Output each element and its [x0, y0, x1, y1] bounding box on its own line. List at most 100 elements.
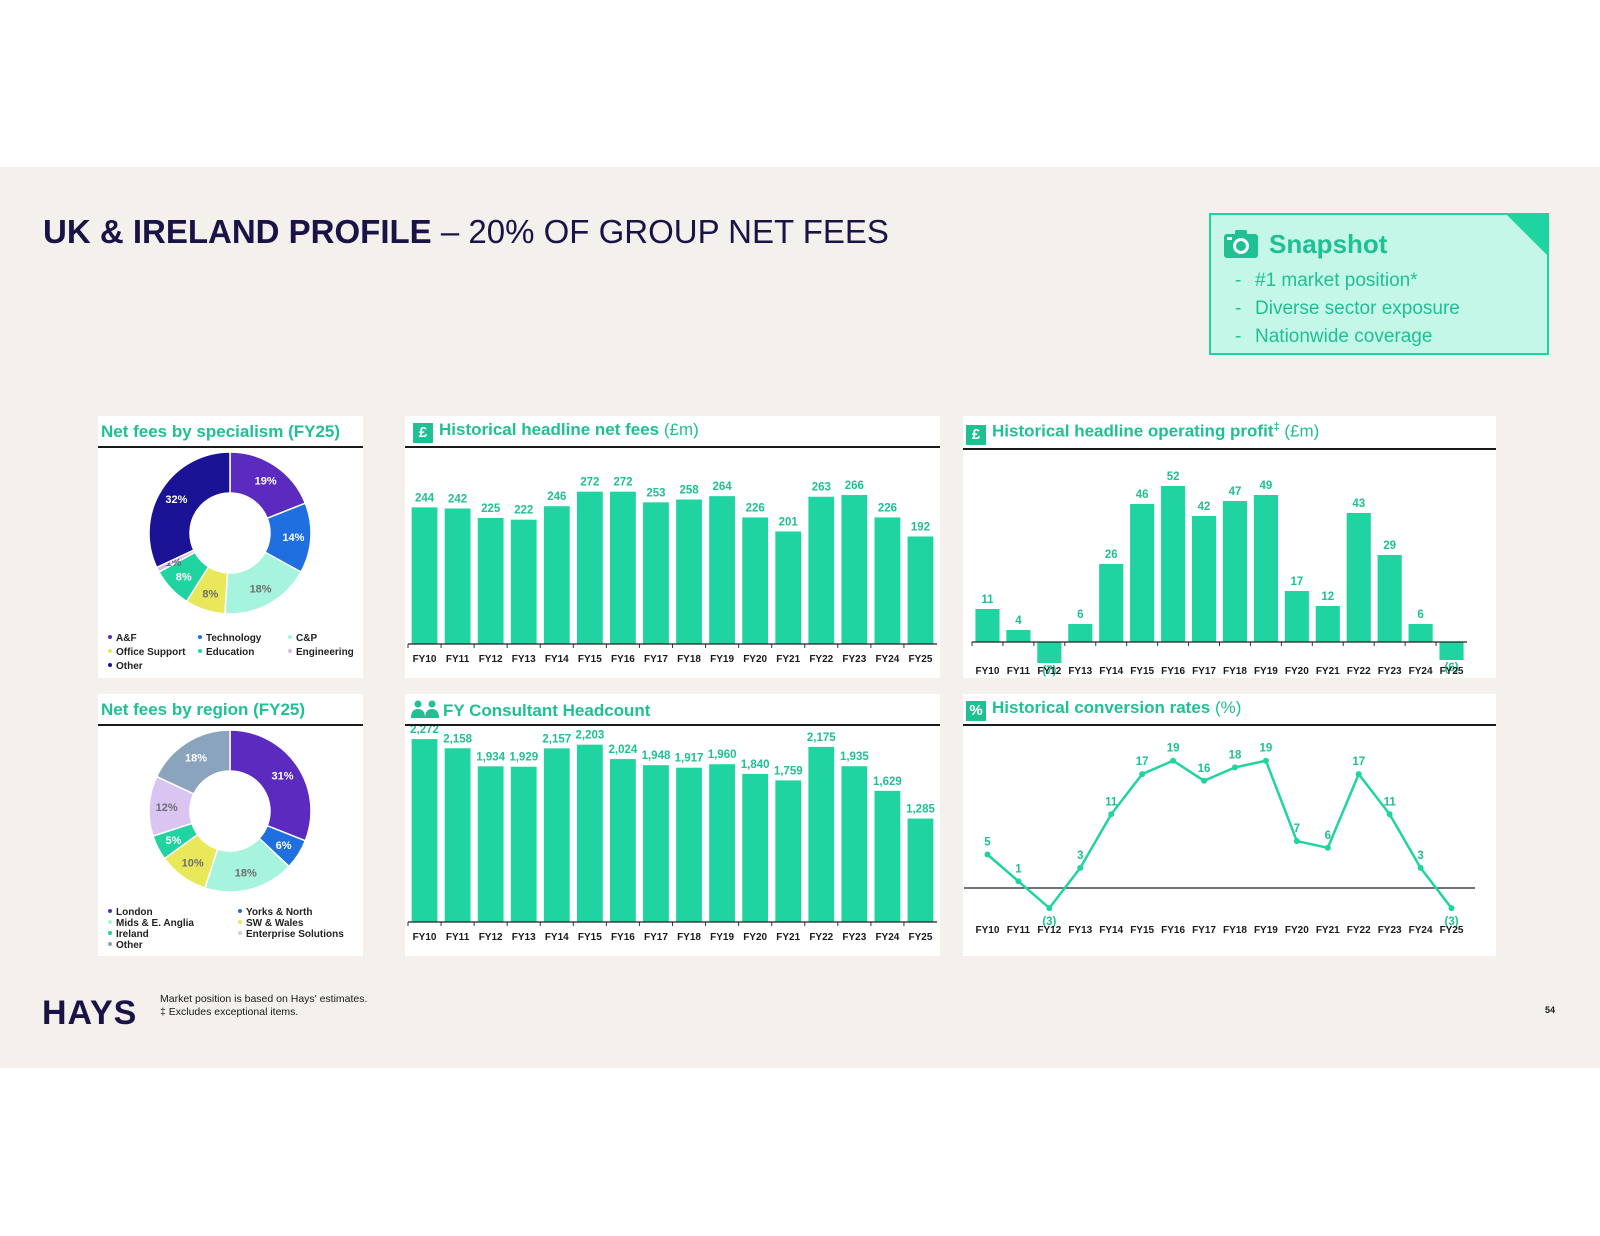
bar-FY13	[510, 766, 537, 922]
tick-label: FY19	[1254, 925, 1278, 936]
tick-label: FY12	[1037, 666, 1061, 677]
tick-label: FY11	[446, 654, 470, 665]
data-point	[1201, 777, 1208, 784]
bar-FY25	[907, 536, 934, 644]
legend-label: Technology	[206, 633, 262, 644]
data-label: 11	[981, 594, 994, 606]
bar-FY16	[1161, 486, 1186, 642]
conversion-title: % Historical conversion rates (%)	[966, 698, 1241, 721]
data-label: 1,960	[708, 749, 737, 761]
data-label: 18	[1229, 749, 1242, 761]
bar-FY22	[808, 496, 835, 644]
tick-label: FY20	[1285, 925, 1309, 936]
legend-item: Other	[108, 661, 143, 672]
legend-item: Engineering	[288, 647, 354, 658]
specialism-title: Net fees by specialism (FY25)	[101, 422, 341, 441]
bar-FY24	[874, 790, 901, 922]
bar-FY15	[576, 744, 603, 922]
slice-label: 12%	[156, 802, 178, 814]
legend-label: Engineering	[296, 647, 354, 658]
legend-item: Yorks & North	[238, 907, 313, 918]
tick-label: FY17	[1192, 925, 1216, 936]
snapshot-box: Snapshot - #1 market position* - Diverse s…	[1209, 213, 1549, 355]
tick-label: FY13	[1068, 925, 1092, 936]
legend-swatch	[108, 909, 112, 913]
data-label: 246	[547, 491, 566, 503]
bar-FY10	[411, 507, 438, 644]
slice-label: 18%	[235, 868, 257, 880]
title-underline	[98, 446, 363, 448]
tick-label: FY20	[743, 654, 767, 665]
region-panel: Net fees by region (FY25) 31% 6% 18% 10% 5% 1…	[98, 694, 363, 956]
tick-label: FY11	[1007, 666, 1031, 677]
bar-FY11	[1006, 630, 1031, 642]
bar-FY17	[643, 502, 669, 644]
data-label: 1,929	[509, 752, 538, 764]
tick-label: FY18	[677, 932, 701, 943]
data-label: 192	[911, 521, 930, 533]
data-label: 201	[779, 516, 799, 528]
tick-label: FY17	[644, 654, 668, 665]
legend-label: C&P	[296, 633, 318, 644]
tick-label: FY22	[809, 654, 833, 665]
data-label: 49	[1260, 480, 1273, 492]
slice-Other	[148, 451, 231, 569]
legend-swatch	[108, 649, 112, 653]
data-label: 1,935	[840, 751, 869, 763]
bar-FY15	[576, 491, 603, 644]
data-label: 7	[1294, 823, 1300, 835]
bar-FY10	[975, 609, 1000, 642]
headcount-bar-chart: 2,272 FY10 2,158 FY11 1,934 FY12 1,929 FY13 2,15…	[407, 726, 937, 943]
bar-FY20	[742, 517, 769, 644]
bar-FY16	[610, 759, 636, 922]
tick-label: FY10	[413, 932, 437, 943]
tick-label: FY15	[1130, 925, 1154, 936]
bar-FY11	[444, 508, 471, 644]
bar-FY15	[1130, 504, 1155, 642]
tick-label: FY12	[479, 654, 503, 665]
data-label: 2,175	[807, 732, 836, 744]
data-label: 253	[646, 487, 665, 499]
tick-label: FY15	[578, 932, 602, 943]
data-point	[1293, 838, 1300, 845]
data-label: 26	[1105, 549, 1118, 561]
region-title: Net fees by region (FY25)	[101, 700, 306, 719]
bar-FY20	[742, 773, 769, 922]
legend-swatch	[238, 920, 242, 924]
bar-FY24	[1408, 624, 1433, 642]
bar-FY20	[1284, 591, 1309, 642]
data-label: 263	[812, 482, 831, 494]
legend-item: C&P	[288, 633, 317, 644]
legend-swatch	[108, 920, 112, 924]
bar-FY10	[411, 739, 438, 922]
specialism-panel: Net fees by specialism (FY25) 19% 14% 18% 8…	[98, 416, 363, 678]
title-underline	[963, 448, 1496, 450]
data-label: 226	[878, 502, 897, 514]
data-label: 2,158	[443, 733, 472, 745]
data-label: 1,934	[476, 751, 505, 763]
legend-label: Education	[206, 647, 255, 658]
legend-swatch	[108, 942, 112, 946]
conversion-line-chart: 5FY101FY11(3)FY123FY1311FY1417FY1519FY16…	[964, 743, 1475, 936]
data-label: 11	[1105, 796, 1118, 808]
data-label: 47	[1229, 486, 1242, 498]
data-point	[1448, 905, 1455, 912]
tick-label: FY10	[976, 925, 1000, 936]
data-label: 17	[1352, 756, 1365, 768]
data-point	[1262, 757, 1269, 764]
bar-FY17	[643, 765, 669, 922]
data-label: 1,759	[774, 765, 803, 777]
legend-item: A&F	[108, 633, 137, 644]
snapshot-title: Snapshot	[1269, 229, 1388, 259]
data-label: (3)	[1445, 916, 1459, 928]
tick-label: FY25	[909, 654, 933, 665]
snapshot-item: - #1 market position*	[1235, 270, 1418, 291]
data-label: 12	[1321, 591, 1334, 603]
data-label: 11	[1384, 796, 1397, 808]
bar-FY14	[1099, 564, 1124, 642]
data-label: 272	[613, 477, 632, 489]
data-point	[1170, 757, 1177, 764]
bar-FY19	[709, 764, 735, 922]
legend-label: Yorks & North	[246, 907, 313, 918]
legend-label: Enterprise Solutions	[246, 929, 344, 940]
